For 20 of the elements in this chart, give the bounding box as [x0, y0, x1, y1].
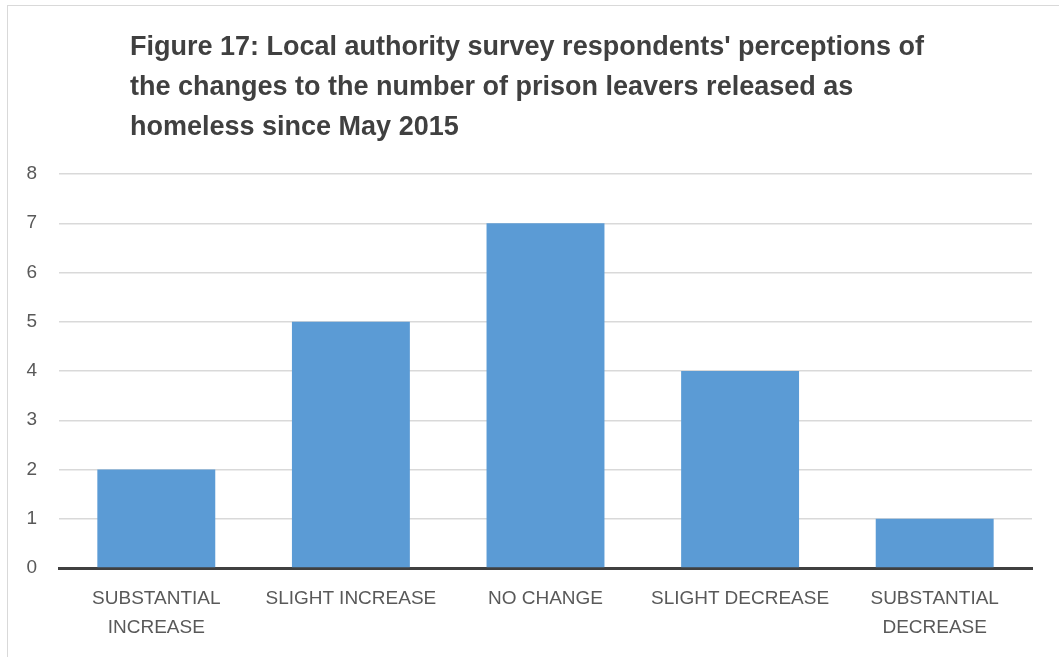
bar [681, 371, 800, 568]
bar [486, 223, 605, 568]
x-tick-label: NO CHANGE [487, 587, 604, 609]
bar [875, 518, 994, 568]
y-tick-label: 5 [26, 309, 37, 331]
chart-title: Figure 17: Local authority survey respondents' perceptions of the changes to the number of prison leavers released as homeless since May 2015 [130, 30, 926, 143]
y-tick-label: 3 [26, 408, 37, 430]
y-tick-label: 2 [26, 457, 37, 479]
y-tick-label: 1 [26, 506, 37, 528]
y-tick-label: 8 [26, 162, 37, 184]
x-tick-label: SLIGHT DECREASE [651, 587, 830, 609]
y-tick-label: 0 [26, 556, 37, 578]
x-tick-label: SUBSTANTIAL INCREASE [92, 587, 221, 637]
bar [97, 469, 216, 568]
y-tick-label: 4 [26, 359, 38, 381]
x-tick-label: SUBSTANTIAL DECREASE [870, 587, 999, 637]
y-tick-label: 6 [26, 260, 37, 282]
y-tick-label: 7 [26, 211, 37, 233]
bar [291, 321, 410, 568]
x-tick-label: SLIGHT INCREASE [265, 587, 437, 609]
